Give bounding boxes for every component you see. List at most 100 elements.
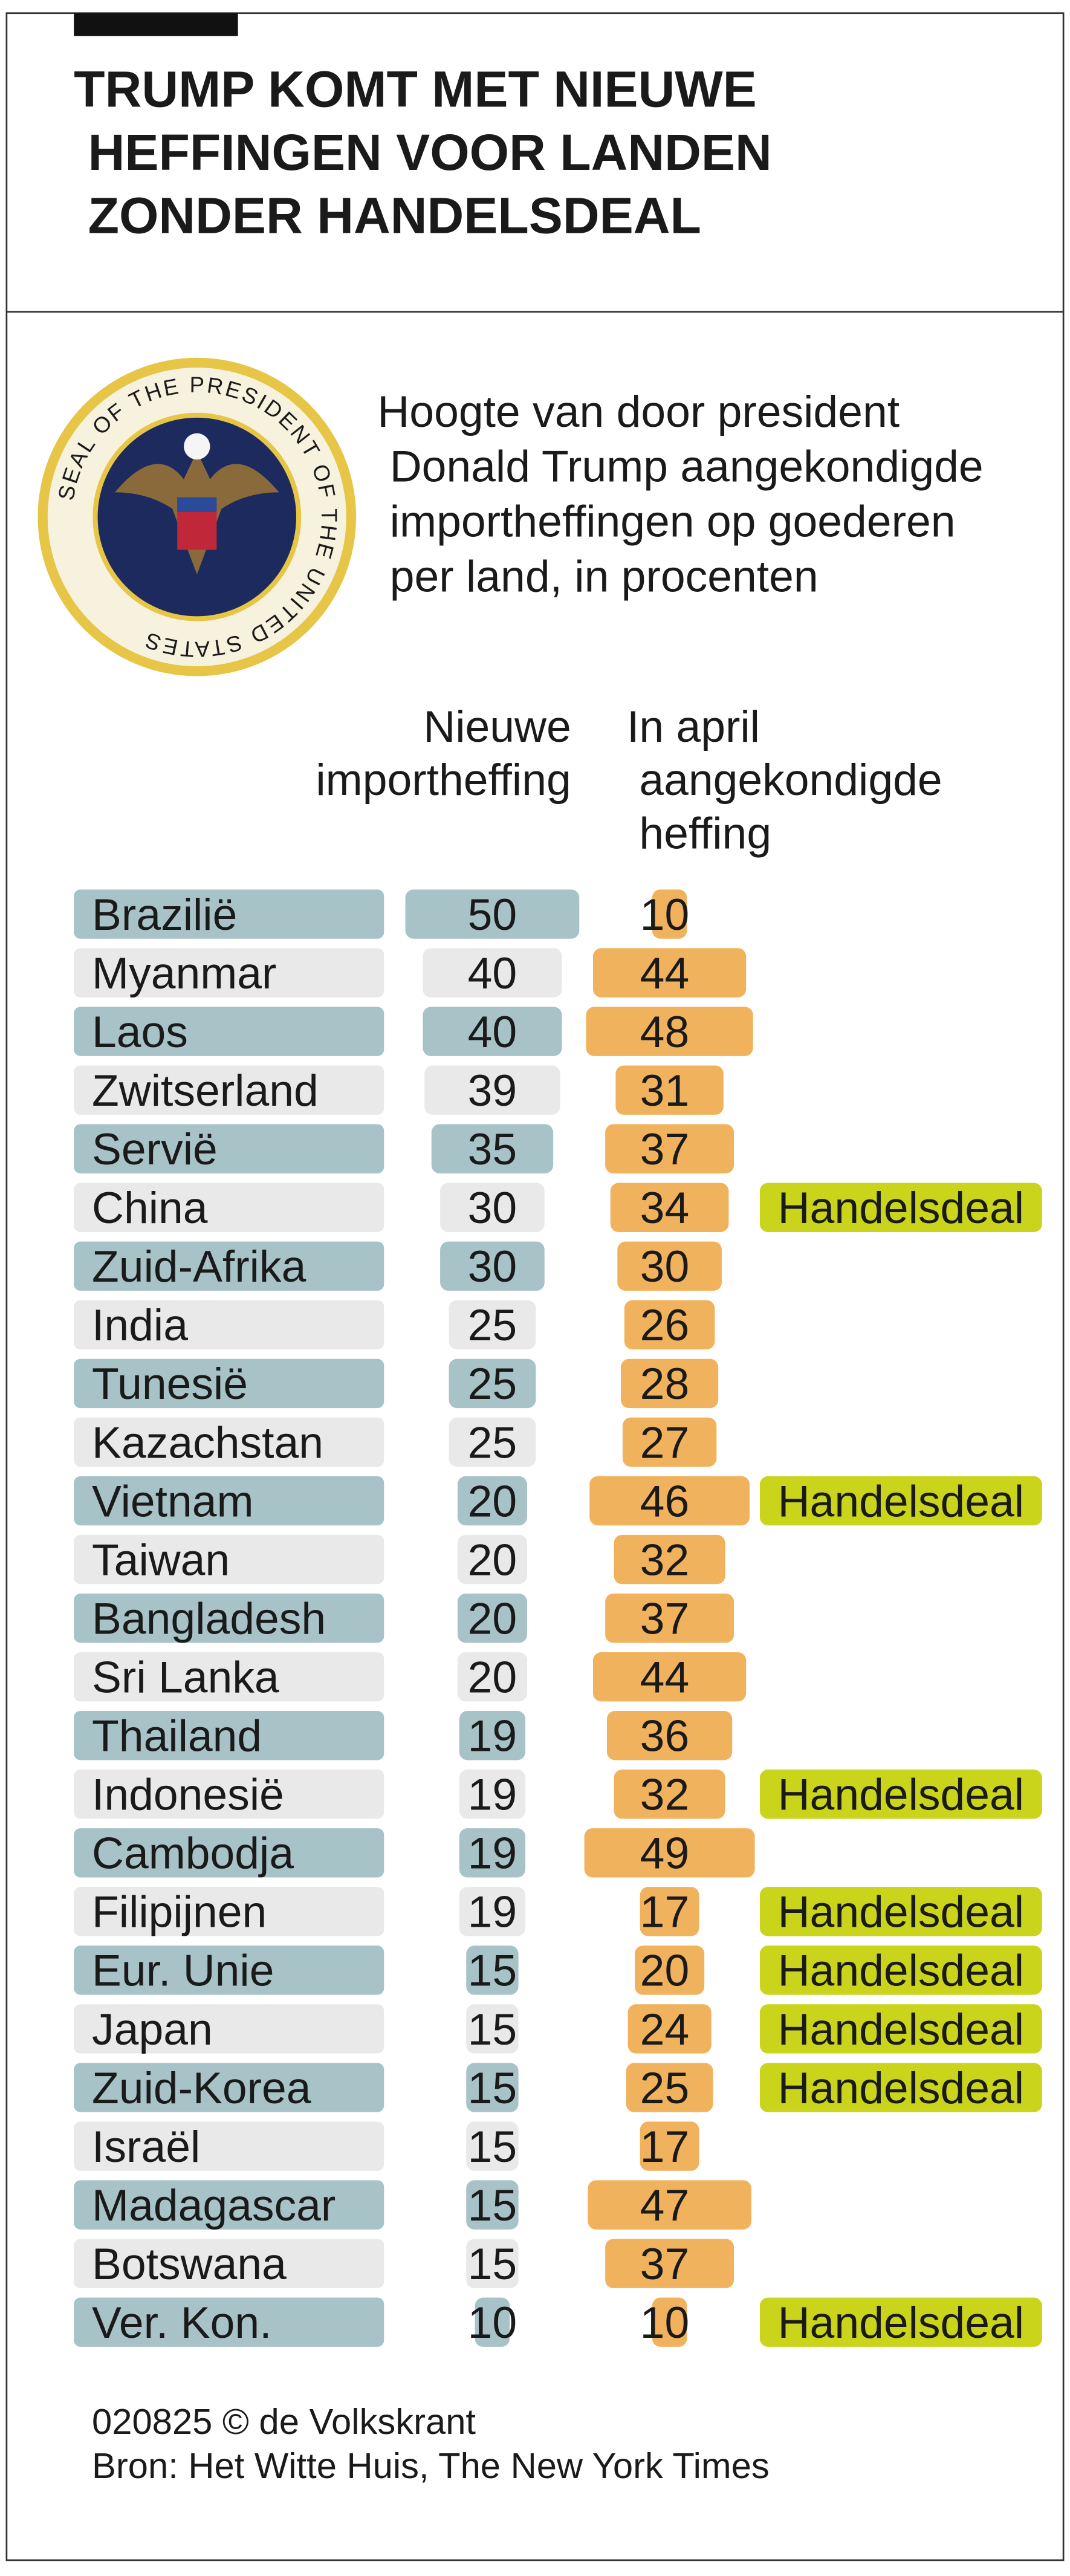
row-label: Indonesië bbox=[92, 1770, 284, 1820]
row-label-bg bbox=[74, 1593, 384, 1643]
bar bbox=[459, 1887, 526, 1936]
row-label: Thailand bbox=[92, 1711, 262, 1761]
row-label: Brazilië bbox=[92, 890, 237, 939]
row-label: Servië bbox=[92, 1124, 218, 1174]
value-label: 46 bbox=[640, 1476, 690, 1526]
value-label: 20 bbox=[468, 1476, 517, 1526]
value-label: 15 bbox=[468, 2005, 517, 2054]
value-label: 36 bbox=[640, 1711, 690, 1761]
row-label-bg bbox=[74, 1887, 384, 1936]
bar bbox=[589, 1476, 750, 1526]
row-label-bg bbox=[74, 1417, 384, 1467]
bar bbox=[457, 1476, 527, 1526]
bar bbox=[475, 2297, 510, 2347]
value-label: 25 bbox=[468, 1359, 517, 1409]
value-label: 17 bbox=[640, 2122, 690, 2172]
bar bbox=[621, 1358, 719, 1409]
row-label: Cambodja bbox=[92, 1829, 294, 1878]
value-label: 30 bbox=[468, 1242, 517, 1291]
bar bbox=[466, 2063, 519, 2112]
value-label: 28 bbox=[640, 1359, 690, 1409]
row-label: Madagascar bbox=[92, 2181, 336, 2230]
subtitle: Hoogte van door president Donald Trump a… bbox=[377, 387, 983, 602]
bar bbox=[466, 2004, 519, 2054]
row-label-bg bbox=[74, 1711, 384, 1760]
row-label: Filipijnen bbox=[92, 1887, 267, 1937]
row-label-bg bbox=[74, 2239, 384, 2288]
deal-label: Handelsdeal bbox=[778, 1946, 1024, 1996]
row-label: India bbox=[92, 1300, 188, 1350]
value-label: 25 bbox=[640, 2063, 690, 2113]
bar bbox=[605, 1124, 734, 1173]
row-label-bg bbox=[74, 1300, 384, 1350]
row-label: Bangladesh bbox=[92, 1594, 326, 1643]
row-label: Eur. Unie bbox=[92, 1946, 274, 1996]
bar bbox=[652, 2297, 687, 2347]
row-label-bg bbox=[74, 1065, 384, 1115]
deal-badge bbox=[759, 1770, 1042, 1819]
bar bbox=[449, 1300, 536, 1350]
bar bbox=[423, 1007, 562, 1056]
row-label-bg bbox=[74, 1124, 384, 1173]
row-label: China bbox=[92, 1183, 208, 1233]
row-label-bg bbox=[74, 2180, 384, 2230]
row-label: Israël bbox=[92, 2122, 200, 2172]
row-label: Zuid-Afrika bbox=[92, 1242, 306, 1291]
value-label: 17 bbox=[640, 1887, 690, 1937]
value-label: 20 bbox=[468, 1652, 517, 1702]
row-label: Sri Lanka bbox=[92, 1652, 279, 1702]
source: Bron: Het Witte Huis, The New York Times bbox=[92, 2445, 770, 2486]
value-label: 39 bbox=[468, 1066, 517, 1115]
credit: 020825 © de Volkskrant bbox=[92, 2401, 476, 2442]
value-label: 44 bbox=[640, 949, 690, 998]
row-label: Myanmar bbox=[92, 949, 276, 998]
bar bbox=[652, 889, 687, 939]
value-label: 19 bbox=[468, 1770, 517, 1820]
deal-badge bbox=[759, 1945, 1042, 1995]
row-label-bg bbox=[74, 1358, 384, 1409]
deal-badge bbox=[759, 1476, 1042, 1526]
row-label-bg bbox=[74, 889, 384, 939]
value-label: 40 bbox=[468, 1007, 517, 1057]
value-label: 34 bbox=[640, 1183, 690, 1233]
bar bbox=[607, 1711, 733, 1760]
deal-label: Handelsdeal bbox=[778, 1887, 1024, 1937]
deal-label: Handelsdeal bbox=[778, 1476, 1024, 1526]
bar bbox=[440, 1241, 545, 1291]
bar bbox=[466, 2180, 519, 2230]
row-label-bg bbox=[74, 1828, 384, 1878]
chart-title: TRUMP KOMT MET NIEUWE HEFFINGEN VOOR LAN… bbox=[74, 60, 772, 244]
row-label: Zuid-Korea bbox=[92, 2063, 311, 2113]
deal-label: Handelsdeal bbox=[778, 2005, 1024, 2054]
value-label: 20 bbox=[468, 1535, 517, 1585]
row-label-bg bbox=[74, 948, 384, 998]
bar bbox=[586, 1007, 753, 1056]
row-label: Taiwan bbox=[92, 1535, 230, 1585]
bar bbox=[605, 2239, 734, 2288]
deal-badge bbox=[759, 1887, 1042, 1936]
value-label: 25 bbox=[468, 1300, 517, 1350]
bar bbox=[627, 2004, 712, 2054]
bar bbox=[457, 1534, 527, 1585]
bar bbox=[605, 1593, 734, 1643]
seal: SEAL OF THE PRESIDENT OF THE UNITED STAT… bbox=[37, 357, 357, 676]
row-label-bg bbox=[74, 2063, 384, 2112]
bar bbox=[431, 1124, 554, 1173]
row-label-bg bbox=[74, 1183, 384, 1233]
value-label: 30 bbox=[468, 1183, 517, 1233]
value-label: 20 bbox=[468, 1594, 517, 1643]
bar bbox=[610, 1183, 729, 1233]
bar bbox=[588, 2180, 751, 2230]
value-label: 20 bbox=[640, 1946, 690, 1996]
legend-entry: In april aangekondigde heffing bbox=[627, 702, 942, 858]
bar bbox=[615, 1065, 724, 1115]
bar bbox=[640, 2121, 699, 2171]
bar bbox=[617, 1241, 722, 1291]
deal-badge bbox=[759, 1183, 1042, 1233]
row-label-bg bbox=[74, 1007, 384, 1056]
bar bbox=[457, 1652, 527, 1702]
row-label-bg bbox=[74, 2121, 384, 2171]
seal-head bbox=[184, 433, 210, 460]
